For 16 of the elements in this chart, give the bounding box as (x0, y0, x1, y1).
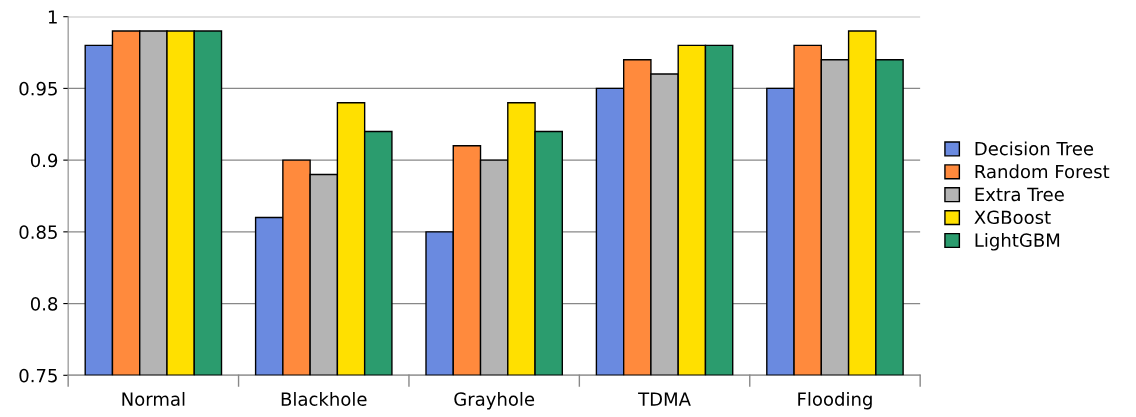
x-tick-label: Normal (122, 391, 185, 406)
x-tick-label: Flooding (798, 391, 872, 410)
y-tick-label: 0.85 (19, 225, 57, 239)
legend-label: LightGBM (975, 233, 1060, 251)
legend-label: XGBoost (974, 210, 1051, 225)
y-tick-label: 0.8 (30, 297, 58, 311)
y-tick-label: 1 (48, 10, 57, 24)
legend-label: Extra Tree (975, 187, 1064, 202)
y-tick-label: 0.75 (19, 368, 57, 383)
legend-label: Random Forest (975, 164, 1110, 179)
legend-label: Decision Tree (975, 141, 1094, 156)
x-tick-label: Blackhole (281, 391, 367, 406)
x-tick-label: Grayhole (454, 391, 535, 410)
y-tick-label: 0.9 (30, 153, 58, 168)
y-tick-label: 0.95 (19, 81, 57, 96)
x-tick-label: TDMA (638, 392, 691, 406)
